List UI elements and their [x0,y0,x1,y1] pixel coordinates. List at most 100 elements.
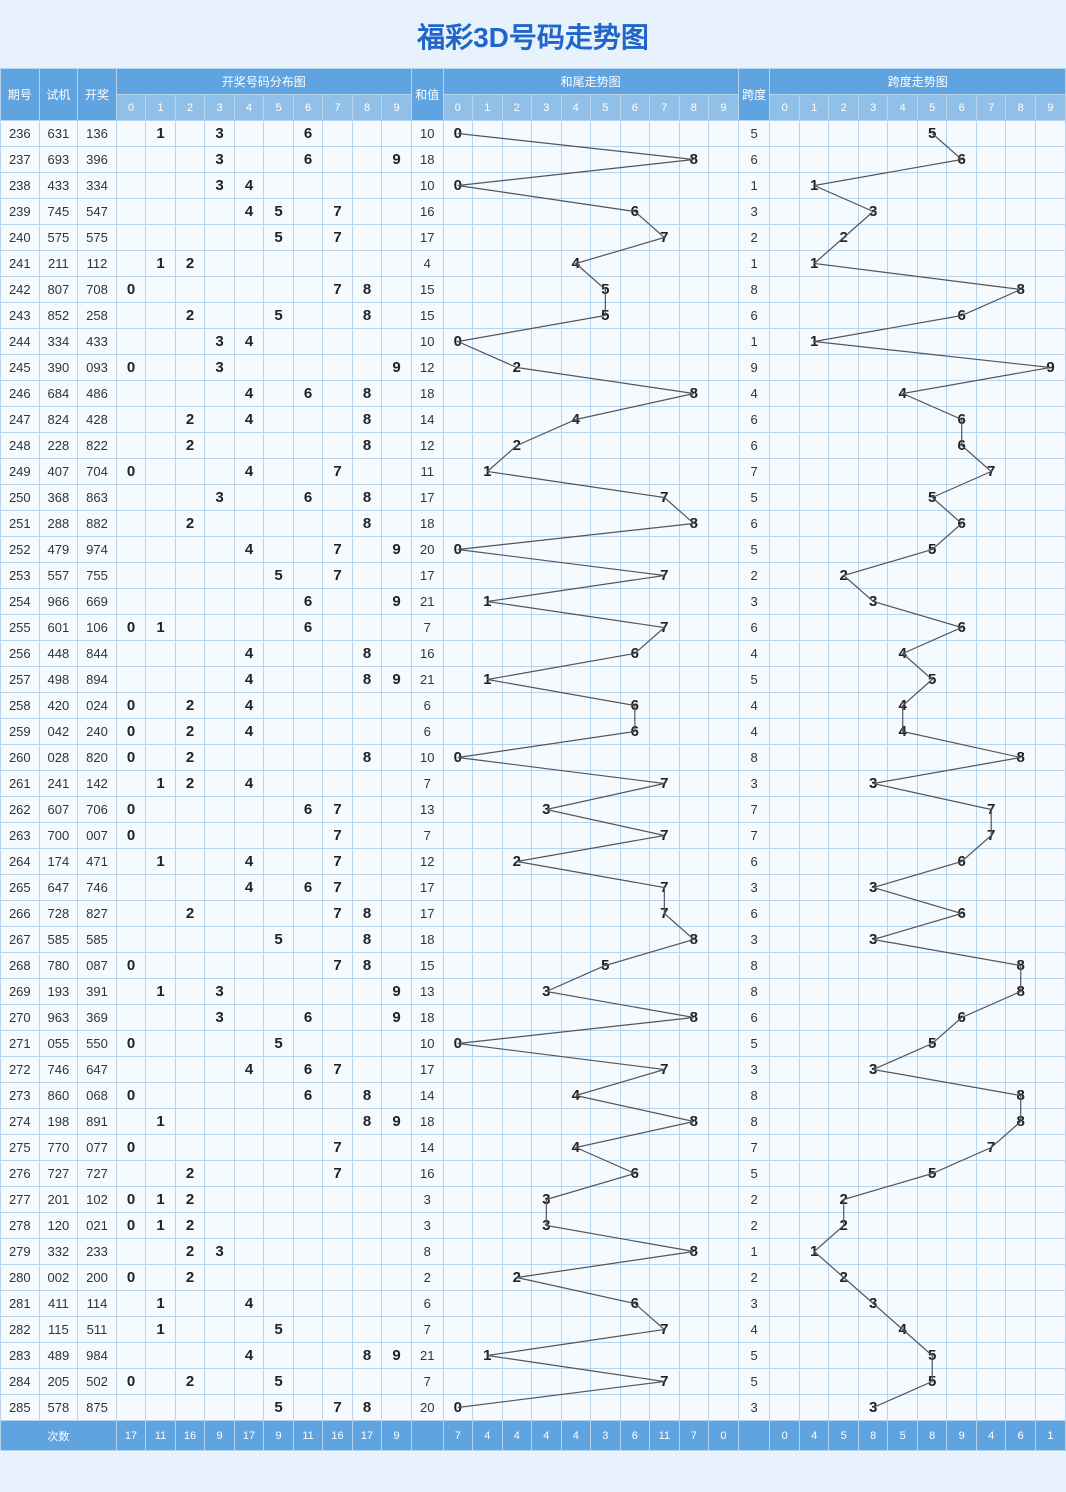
dist-cell [293,1161,323,1187]
dist-cell [146,199,176,225]
hewei-cell [473,511,503,537]
kuadu-cell [799,1005,829,1031]
cell-kaijiang: 891 [78,1109,117,1135]
cell-kaijiang: 974 [78,537,117,563]
dist-cell: 4 [234,641,264,667]
hewei-cell [620,797,650,823]
dist-cell: 6 [293,1057,323,1083]
kuadu-cell [947,563,977,589]
kuadu-cell [888,485,918,511]
hewei-cell: 6 [620,1161,650,1187]
hewei-cell [679,1031,709,1057]
kuadu-cell: 2 [829,563,859,589]
dist-cell [382,485,412,511]
dist-cell [323,1317,353,1343]
kuadu-cell [829,875,859,901]
dist-cell [382,563,412,589]
hewei-cell [473,1135,503,1161]
dist-cell [352,537,382,563]
hewei-cell [502,1109,532,1135]
hewei-cell [532,121,562,147]
hewei-cell [650,1135,680,1161]
dist-cell [323,641,353,667]
dist-cell [234,147,264,173]
hewei-cell [473,537,503,563]
hewei-cell [620,147,650,173]
cell-kuadu: 4 [738,1317,770,1343]
cell-period: 239 [1,199,40,225]
hewei-cell [502,381,532,407]
kuadu-cell: 2 [829,1187,859,1213]
hewei-cell [502,1343,532,1369]
kuadu-cell [1006,121,1036,147]
kuadu-cell [829,329,859,355]
kuadu-cell [947,1109,977,1135]
dist-cell [175,1291,205,1317]
dist-cell [382,303,412,329]
hewei-cell [591,1239,621,1265]
kuadu-cell [917,1265,947,1291]
cell-kuadu: 3 [738,1291,770,1317]
footer-kuadu: 1 [1035,1421,1065,1451]
kuadu-cell [976,1265,1006,1291]
cell-shiji: 807 [39,277,78,303]
hewei-cell [443,1265,473,1291]
hewei-cell [591,381,621,407]
cell-period: 268 [1,953,40,979]
kuadu-cell [976,329,1006,355]
kuadu-cell [799,1291,829,1317]
hdr-hezhi: 和值 [411,69,443,121]
kuadu-cell [947,797,977,823]
cell-period: 274 [1,1109,40,1135]
hewei-cell: 7 [650,1057,680,1083]
dist-cell: 8 [352,485,382,511]
kuadu-cell [917,1083,947,1109]
kuadu-cell [829,823,859,849]
dist-cell [116,303,146,329]
dist-cell [175,1395,205,1421]
hewei-cell [709,433,739,459]
kuadu-cell [947,251,977,277]
dist-cell: 5 [264,1395,294,1421]
hewei-cell [532,1135,562,1161]
kuadu-cell [1006,381,1036,407]
dist-cell [264,459,294,485]
hewei-cell [650,433,680,459]
dist-cell [264,1005,294,1031]
hewei-cell [443,225,473,251]
kuadu-cell: 3 [858,589,888,615]
kuadu-cell [888,1005,918,1031]
hewei-cell [650,277,680,303]
hewei-cell [620,433,650,459]
hewei-cell [679,823,709,849]
cell-kuadu: 7 [738,459,770,485]
dist-cell: 8 [352,407,382,433]
hewei-cell [591,1135,621,1161]
hewei-cell: 1 [473,459,503,485]
kuadu-cell [829,407,859,433]
kuadu-cell [1035,693,1065,719]
hewei-cell [679,1187,709,1213]
dist-cell [146,693,176,719]
kuadu-cell [888,1265,918,1291]
hewei-cell [532,1031,562,1057]
cell-shiji: 420 [39,693,78,719]
kuadu-cell: 1 [799,329,829,355]
cell-period: 267 [1,927,40,953]
hewei-cell [709,225,739,251]
dist-cell [293,1135,323,1161]
dist-cell: 0 [116,797,146,823]
cell-shiji: 489 [39,1343,78,1369]
kuadu-cell [1035,719,1065,745]
kuadu-cell [799,1213,829,1239]
kuadu-cell [770,1187,800,1213]
dist-cell: 0 [116,615,146,641]
dist-cell [323,251,353,277]
digit-header: 4 [234,95,264,121]
hewei-cell [591,1317,621,1343]
hewei-cell [591,147,621,173]
cell-shiji: 693 [39,147,78,173]
hewei-cell [532,433,562,459]
hewei-cell [561,1395,591,1421]
kuadu-cell [770,1083,800,1109]
